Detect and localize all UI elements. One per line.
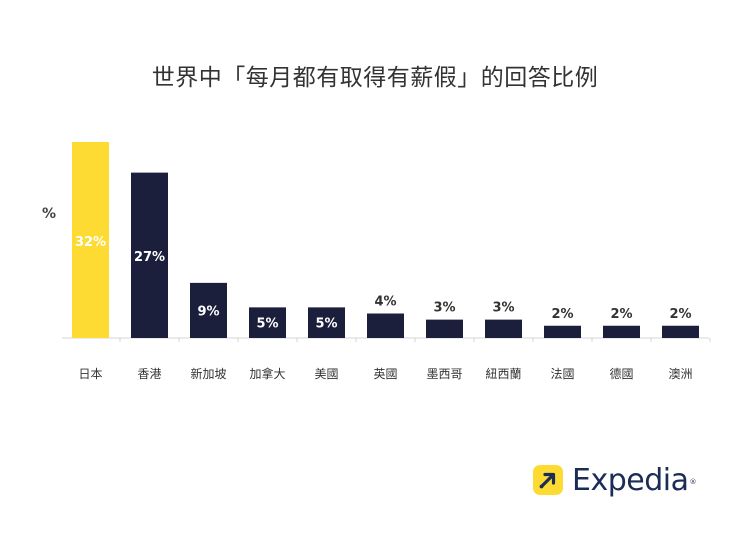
bar-value-label: 4% [374, 295, 396, 310]
bar-1 [72, 142, 109, 338]
category-label: 新加坡 [190, 366, 226, 381]
category-label: 美國 [314, 367, 338, 381]
bar-11 [662, 325, 699, 338]
category-label: 法國 [550, 367, 574, 381]
bar-value-label: 2% [610, 307, 632, 322]
category-label: 香港 [137, 367, 161, 381]
y-axis-label: % [42, 206, 57, 222]
bar-value-label: 9% [197, 304, 219, 319]
expedia-arrow-icon [533, 465, 563, 495]
bar-9 [544, 325, 581, 338]
bar-8 [485, 319, 522, 338]
category-label: 墨西哥 [426, 367, 462, 381]
bar-5 [308, 307, 345, 338]
bar-value-label: 32% [75, 235, 106, 250]
bar-6 [367, 313, 404, 338]
bar-value-label: 5% [315, 317, 337, 332]
category-label: 英國 [373, 367, 397, 381]
bar-value-label: 3% [433, 301, 455, 316]
category-label: 紐西蘭 [485, 367, 521, 381]
brand-name: Expedia [572, 462, 689, 498]
category-label: 德國 [609, 366, 633, 381]
brand-trademark: ® [689, 478, 697, 486]
bar-value-label: 2% [669, 307, 691, 322]
bar-value-label: 27% [134, 250, 165, 265]
category-label: 澳洲 [668, 367, 692, 381]
bar-2 [131, 172, 168, 338]
bar-value-label: 2% [551, 307, 573, 322]
bar-4 [249, 307, 286, 338]
category-label: 日本 [78, 367, 102, 381]
expedia-logo: Expedia ® [533, 462, 696, 498]
bar-value-label: 3% [492, 301, 514, 316]
bar-value-label: 5% [256, 317, 278, 332]
bar-10 [603, 325, 640, 338]
bar-3 [190, 282, 227, 338]
chart-title: 世界中「每月都有取得有薪假」的回答比例 [151, 65, 599, 91]
bar-7 [426, 319, 463, 338]
category-label: 加拿大 [249, 366, 285, 381]
